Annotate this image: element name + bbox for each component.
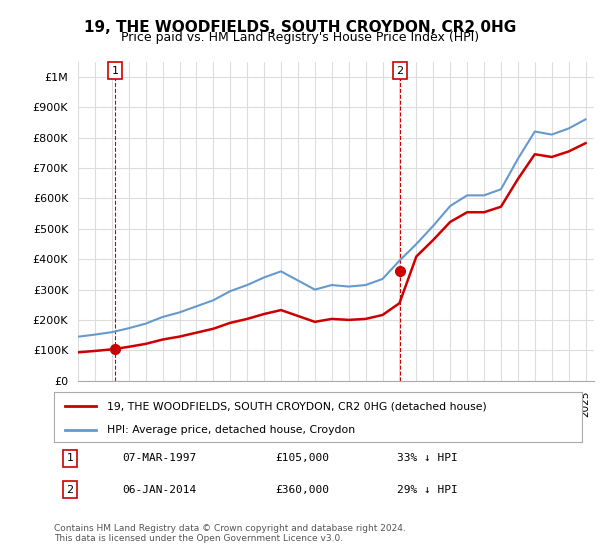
- Text: Price paid vs. HM Land Registry's House Price Index (HPI): Price paid vs. HM Land Registry's House …: [121, 31, 479, 44]
- Text: 19, THE WOODFIELDS, SOUTH CROYDON, CR2 0HG: 19, THE WOODFIELDS, SOUTH CROYDON, CR2 0…: [84, 20, 516, 35]
- Text: 29% ↓ HPI: 29% ↓ HPI: [397, 485, 458, 494]
- Text: £105,000: £105,000: [276, 454, 330, 464]
- Text: Contains HM Land Registry data © Crown copyright and database right 2024.
This d: Contains HM Land Registry data © Crown c…: [54, 524, 406, 543]
- Text: £360,000: £360,000: [276, 485, 330, 494]
- Text: 2: 2: [66, 485, 73, 494]
- Text: HPI: Average price, detached house, Croydon: HPI: Average price, detached house, Croy…: [107, 425, 355, 435]
- Text: 1: 1: [67, 454, 73, 464]
- Text: 07-MAR-1997: 07-MAR-1997: [122, 454, 197, 464]
- Text: 1: 1: [112, 66, 119, 76]
- Text: 19, THE WOODFIELDS, SOUTH CROYDON, CR2 0HG (detached house): 19, THE WOODFIELDS, SOUTH CROYDON, CR2 0…: [107, 401, 487, 411]
- Text: 2: 2: [396, 66, 403, 76]
- Text: 33% ↓ HPI: 33% ↓ HPI: [397, 454, 458, 464]
- Text: 06-JAN-2014: 06-JAN-2014: [122, 485, 197, 494]
